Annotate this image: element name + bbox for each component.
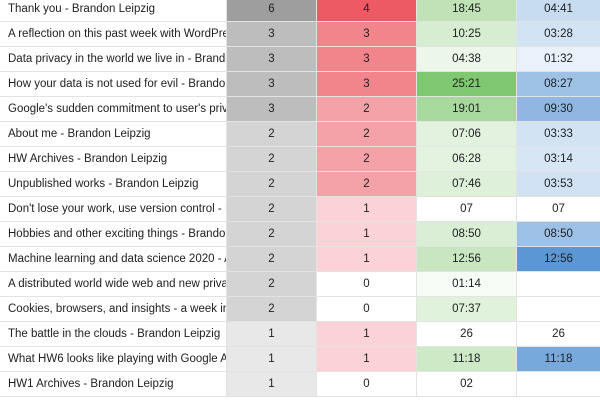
post-title-cell[interactable]: Cookies, browsers, and insights - a week… bbox=[0, 297, 227, 321]
table-row[interactable]: A reflection on this past week with Word… bbox=[0, 22, 600, 47]
post-title-cell[interactable]: Google's sudden commitment to user's pri… bbox=[0, 97, 227, 121]
metric-b-cell[interactable]: 1 bbox=[317, 347, 417, 371]
duration-avg-cell[interactable]: 03:28 bbox=[517, 22, 600, 46]
metric-b-cell[interactable]: 0 bbox=[317, 297, 417, 321]
table-row[interactable]: How your data is not used for evil - Bra… bbox=[0, 72, 600, 97]
metric-b-cell[interactable]: 3 bbox=[317, 22, 417, 46]
post-title-cell[interactable]: What HW6 looks like playing with Google … bbox=[0, 347, 227, 371]
table-row[interactable]: Google's sudden commitment to user's pri… bbox=[0, 97, 600, 122]
metric-b-cell[interactable]: 3 bbox=[317, 72, 417, 96]
metric-a-cell[interactable]: 1 bbox=[227, 322, 317, 346]
duration-avg-cell[interactable]: 03:53 bbox=[517, 172, 600, 196]
metric-b-cell[interactable]: 2 bbox=[317, 97, 417, 121]
metric-a-cell[interactable]: 3 bbox=[227, 72, 317, 96]
metric-a-cell[interactable]: 3 bbox=[227, 97, 317, 121]
metric-b-cell[interactable]: 2 bbox=[317, 122, 417, 146]
duration-avg-cell[interactable]: 09:30 bbox=[517, 97, 600, 121]
duration-total-cell[interactable]: 07:37 bbox=[417, 297, 517, 321]
metric-b-cell[interactable]: 0 bbox=[317, 272, 417, 296]
duration-avg-cell[interactable] bbox=[517, 297, 600, 321]
duration-total-cell[interactable]: 04:38 bbox=[417, 47, 517, 71]
duration-total-cell[interactable]: 06:28 bbox=[417, 147, 517, 171]
table-row[interactable]: A distributed world wide web and new pri… bbox=[0, 272, 600, 297]
duration-avg-cell[interactable]: 11:18 bbox=[517, 347, 600, 371]
duration-total-cell[interactable]: 19:01 bbox=[417, 97, 517, 121]
metric-b-cell[interactable]: 1 bbox=[317, 247, 417, 271]
post-title-cell[interactable]: HW1 Archives - Brandon Leipzig bbox=[0, 372, 227, 396]
metric-a-cell[interactable]: 3 bbox=[227, 47, 317, 71]
post-title-cell[interactable]: Machine learning and data science 2020 -… bbox=[0, 247, 227, 271]
table-row[interactable]: The battle in the clouds - Brandon Leipz… bbox=[0, 322, 600, 347]
duration-avg-cell[interactable]: 03:14 bbox=[517, 147, 600, 171]
duration-total-cell[interactable]: 02 bbox=[417, 372, 517, 396]
metric-a-cell[interactable]: 6 bbox=[227, 0, 317, 21]
metric-a-cell[interactable]: 2 bbox=[227, 147, 317, 171]
metric-b-cell[interactable]: 3 bbox=[317, 47, 417, 71]
duration-total-cell[interactable]: 07:06 bbox=[417, 122, 517, 146]
metric-a-cell[interactable]: 2 bbox=[227, 197, 317, 221]
table-row[interactable]: Cookies, browsers, and insights - a week… bbox=[0, 297, 600, 322]
metric-a-cell[interactable]: 2 bbox=[227, 222, 317, 246]
duration-avg-cell[interactable]: 01:32 bbox=[517, 47, 600, 71]
post-title-cell[interactable]: Data privacy in the world we live in - B… bbox=[0, 47, 227, 71]
duration-avg-cell[interactable]: 08:27 bbox=[517, 72, 600, 96]
duration-total-cell[interactable]: 10:25 bbox=[417, 22, 517, 46]
table-row[interactable]: Unpublished works - Brandon Leipzig 2 2 07:… bbox=[0, 172, 600, 197]
table-row[interactable]: HW1 Archives - Brandon Leipzig 1 0 02 bbox=[0, 372, 600, 397]
metric-b-cell[interactable]: 0 bbox=[317, 372, 417, 396]
metric-a-cell[interactable]: 1 bbox=[227, 347, 317, 371]
metric-a-cell[interactable]: 3 bbox=[227, 22, 317, 46]
metric-b-cell[interactable]: 1 bbox=[317, 222, 417, 246]
metric-a-cell[interactable]: 1 bbox=[227, 372, 317, 396]
duration-total-cell[interactable]: 26 bbox=[417, 322, 517, 346]
duration-total-cell[interactable]: 12:56 bbox=[417, 247, 517, 271]
post-title-cell[interactable]: Thank you - Brandon Leipzig bbox=[0, 0, 227, 21]
post-title-cell[interactable]: Unpublished works - Brandon Leipzig bbox=[0, 172, 227, 196]
duration-avg-cell[interactable]: 08:50 bbox=[517, 222, 600, 246]
metric-b-cell[interactable]: 1 bbox=[317, 197, 417, 221]
duration-total-cell[interactable]: 08:50 bbox=[417, 222, 517, 246]
duration-avg-cell[interactable]: 07 bbox=[517, 197, 600, 221]
table-row[interactable]: Hobbies and other exciting things - Bran… bbox=[0, 222, 600, 247]
post-title-cell[interactable]: About me - Brandon Leipzig bbox=[0, 122, 227, 146]
table-row[interactable]: Thank you - Brandon Leipzig 6 4 18:45 04:41 bbox=[0, 0, 600, 22]
duration-total-cell[interactable]: 25:21 bbox=[417, 72, 517, 96]
metric-b-cell[interactable]: 2 bbox=[317, 147, 417, 171]
duration-avg-cell[interactable]: 03:33 bbox=[517, 122, 600, 146]
metric-a-cell[interactable]: 2 bbox=[227, 297, 317, 321]
duration-total-cell[interactable]: 11:18 bbox=[417, 347, 517, 371]
duration-total-cell[interactable]: 07 bbox=[417, 197, 517, 221]
post-title-cell[interactable]: Hobbies and other exciting things - Bran… bbox=[0, 222, 227, 246]
table-row[interactable]: Don't lose your work, use version contro… bbox=[0, 197, 600, 222]
table-row[interactable]: HW Archives - Brandon Leipzig 2 2 06:28 03:1… bbox=[0, 147, 600, 172]
duration-avg-cell[interactable]: 26 bbox=[517, 322, 600, 346]
duration-avg-cell[interactable]: 04:41 bbox=[517, 0, 600, 21]
post-title-cell[interactable]: A reflection on this past week with Word… bbox=[0, 22, 227, 46]
table-row[interactable]: What HW6 looks like playing with Google … bbox=[0, 347, 600, 372]
duration-total-cell[interactable]: 18:45 bbox=[417, 0, 517, 21]
metric-a-cell[interactable]: 2 bbox=[227, 272, 317, 296]
table-row[interactable]: Data privacy in the world we live in - B… bbox=[0, 47, 600, 72]
metric-b-cell[interactable]: 2 bbox=[317, 172, 417, 196]
table-row[interactable]: Machine learning and data science 2020 -… bbox=[0, 247, 600, 272]
duration-avg-cell[interactable] bbox=[517, 272, 600, 296]
duration-avg-cell[interactable]: 12:56 bbox=[517, 247, 600, 271]
metric-a-cell[interactable]: 2 bbox=[227, 247, 317, 271]
post-title-cell[interactable]: The battle in the clouds - Brandon Leipz… bbox=[0, 322, 227, 346]
duration-total-cell[interactable]: 07:46 bbox=[417, 172, 517, 196]
post-title-cell[interactable]: How your data is not used for evil - Bra… bbox=[0, 72, 227, 96]
table-row[interactable]: About me - Brandon Leipzig 2 2 07:06 03:33 bbox=[0, 122, 600, 147]
metric-a-cell[interactable]: 2 bbox=[227, 172, 317, 196]
metric-b-cell[interactable]: 4 bbox=[317, 0, 417, 21]
duration-avg-cell[interactable] bbox=[517, 372, 600, 396]
metric-b-cell[interactable]: 1 bbox=[317, 322, 417, 346]
post-title-cell[interactable]: HW Archives - Brandon Leipzig bbox=[0, 147, 227, 171]
metric-a-cell[interactable]: 2 bbox=[227, 122, 317, 146]
duration-total-cell[interactable]: 01:14 bbox=[417, 272, 517, 296]
post-title-cell[interactable]: A distributed world wide web and new pri… bbox=[0, 272, 227, 296]
post-title-cell[interactable]: Don't lose your work, use version contro… bbox=[0, 197, 227, 221]
